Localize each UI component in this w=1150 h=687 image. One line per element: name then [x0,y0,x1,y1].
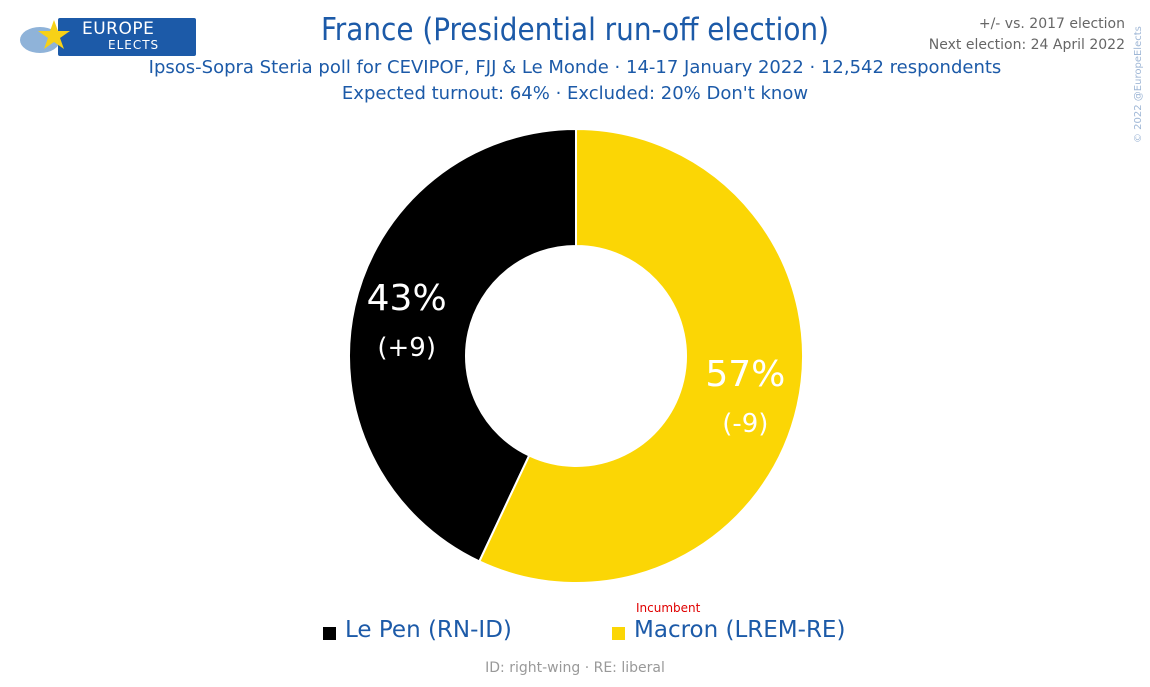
logo-box [58,18,196,56]
change-label-macron: (-9) [722,409,768,439]
logo-star-icon [20,20,70,53]
logo-word-europe: EUROPE [82,19,155,39]
change-note: +/- vs. 2017 election [978,16,1125,32]
incumbent-note: Incumbent [636,601,701,615]
chart-subtitle-turnout: Expected turnout: 64% · Excluded: 20% Do… [341,83,809,104]
europe-elects-logo: EUROPE ELECTS [20,18,196,56]
footnote: ID: right-wing · RE: liberal [485,660,665,676]
value-label-macron: 57% [705,354,785,395]
legend-swatch-le-pen [323,627,336,640]
legend-swatch-macron [612,627,625,640]
donut-slice-macron [478,127,804,584]
legend-label-le-pen: Le Pen (RN-ID) [345,617,512,643]
chart-subtitle-poll: Ipsos-Sopra Steria poll for CEVIPOF, FJJ… [148,57,1002,78]
change-label-le-pen: (+9) [377,333,436,363]
legend-label-macron: Macron (LREM-RE) [634,617,846,643]
chart-title: France (Presidential run-off election) [321,12,829,48]
value-label-le-pen: 43% [367,278,447,319]
next-election-note: Next election: 24 April 2022 [928,37,1125,53]
donut-slice-le-pen [348,127,577,563]
logo-word-elects: ELECTS [108,38,160,52]
